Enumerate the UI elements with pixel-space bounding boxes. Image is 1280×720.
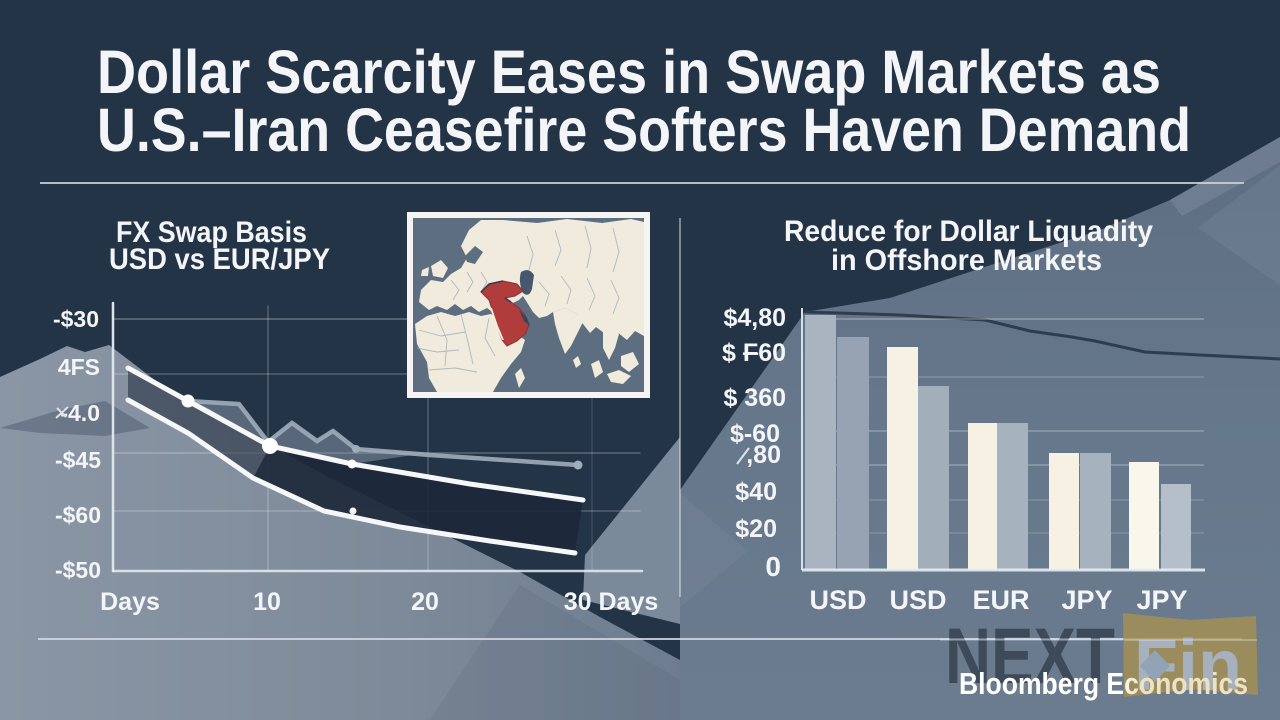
svg-text:$ 360: $ 360 (723, 384, 786, 412)
svg-text:EUR: EUR (972, 585, 1029, 615)
svg-text:-$30: -$30 (53, 306, 99, 332)
svg-text:$ F60: $ F60 (722, 339, 786, 367)
svg-text:$4,80: $4,80 (723, 304, 786, 332)
svg-text:Dollar Scarcity Eases in Swap: Dollar Scarcity Eases in Swap Markets as (97, 38, 1161, 106)
svg-text:$-60: $-60 (730, 420, 780, 448)
svg-text:-$50: -$50 (55, 557, 101, 583)
svg-text:U.S.–Iran Ceasefire Softers Ha: U.S.–Iran Ceasefire Softers Haven Demand (97, 96, 1191, 164)
svg-text:JPY: JPY (1061, 585, 1112, 615)
svg-text:$40: $40 (735, 478, 777, 506)
svg-text:-4.0: -4.0 (60, 400, 100, 426)
svg-text:-$60: -$60 (55, 502, 101, 528)
svg-text:USD vs EUR/JPY: USD vs EUR/JPY (109, 243, 330, 276)
svg-text:20: 20 (411, 588, 439, 616)
svg-text:Bloomberg Economics: Bloomberg Economics (959, 666, 1248, 701)
svg-text:$20: $20 (735, 515, 777, 543)
svg-text:-$45: -$45 (55, 447, 101, 473)
svg-text:30 Days: 30 Days (564, 588, 659, 616)
svg-text:4FS: 4FS (58, 354, 100, 380)
svg-text:10: 10 (253, 588, 281, 616)
svg-text:USD: USD (809, 585, 866, 615)
svg-text:JPY: JPY (1136, 585, 1187, 615)
svg-text:,80: ,80 (746, 441, 781, 469)
svg-text:in Offshore Markets: in Offshore Markets (831, 244, 1102, 277)
svg-text:Reduce for Dollar Liquadity: Reduce for Dollar Liquadity (784, 215, 1153, 248)
svg-text:USD: USD (889, 585, 946, 615)
svg-text:0: 0 (765, 551, 781, 582)
svg-text:FX Swap Basis: FX Swap Basis (116, 216, 307, 249)
svg-text:Days: Days (100, 588, 160, 616)
svg-text:NEXT: NEXT (945, 611, 1115, 700)
